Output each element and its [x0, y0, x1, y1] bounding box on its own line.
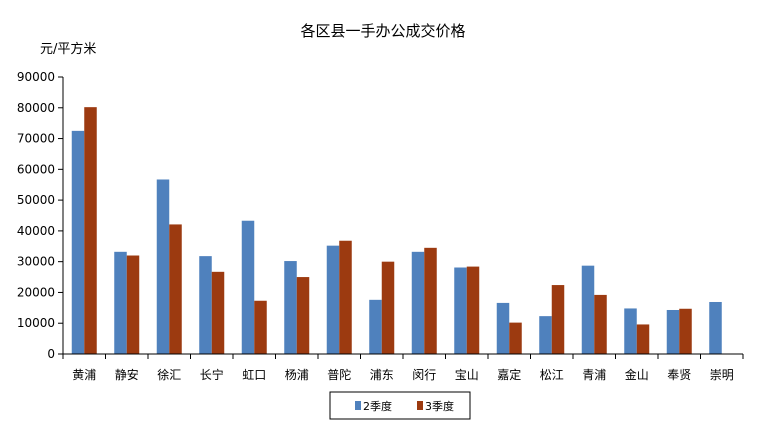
x-category-label: 普陀 — [327, 367, 351, 382]
bar-q2-长宁 — [199, 256, 212, 354]
x-category-label: 嘉定 — [497, 367, 521, 382]
y-tick-label: 70000 — [17, 132, 55, 146]
bar-q2-崇明 — [709, 301, 722, 354]
bar-q3-金山 — [636, 324, 650, 354]
legend: 2季度 3季度 — [329, 391, 471, 420]
x-category-label: 青浦 — [582, 368, 606, 382]
bars — [71, 107, 722, 354]
y-tick-label: 20000 — [17, 285, 55, 299]
bar-q2-青浦 — [581, 265, 595, 354]
y-axis-ticks: 0 10000 20000 30000 40000 50000 60000 70000 8000… — [17, 70, 63, 361]
y-tick-label: 90000 — [17, 70, 55, 84]
bar-q2-嘉定 — [496, 302, 510, 354]
bar-q3-普陀 — [339, 240, 352, 354]
y-axis-unit-label: 元/平方米 — [40, 41, 96, 57]
legend-box — [329, 391, 471, 420]
bar-q2-黄浦 — [71, 130, 85, 354]
x-category-label: 松江 — [540, 368, 564, 382]
chart-title: 各区县一手办公成交价格 — [300, 22, 465, 40]
bar-q3-闵行 — [424, 247, 437, 354]
bar-q3-青浦 — [594, 294, 607, 354]
y-tick-label: 0 — [47, 347, 55, 361]
bar-q3-奉贤 — [679, 308, 692, 354]
bar-q2-徐汇 — [156, 179, 170, 354]
bar-q3-嘉定 — [509, 322, 522, 354]
y-tick-label: 80000 — [17, 101, 55, 115]
y-tick-label: 50000 — [17, 193, 55, 207]
x-category-label: 杨浦 — [285, 367, 309, 382]
bar-q2-虹口 — [241, 220, 255, 354]
x-category-label: 虹口 — [242, 368, 266, 382]
bar-q2-金山 — [624, 308, 637, 354]
bar-q2-闵行 — [411, 251, 425, 354]
bar-q2-宝山 — [454, 267, 467, 354]
bar-q3-杨浦 — [296, 277, 310, 354]
bar-q3-长宁 — [211, 271, 225, 354]
x-category-label: 长宁 — [200, 367, 224, 382]
legend-swatch-q2 — [355, 401, 361, 410]
bar-q2-静安 — [114, 251, 127, 354]
bar-q3-静安 — [126, 255, 140, 354]
x-category-label: 闵行 — [412, 367, 436, 382]
x-category-label: 静安 — [115, 367, 139, 382]
bar-q3-宝山 — [466, 266, 480, 354]
bar-q2-普陀 — [326, 245, 340, 354]
x-category-label: 崇明 — [710, 368, 734, 382]
bar-q3-徐汇 — [169, 224, 182, 354]
legend-label-q2: 2季度 — [363, 399, 392, 413]
bar-q3-黄浦 — [84, 107, 97, 354]
bar-q3-浦东 — [381, 261, 395, 354]
y-tick-label: 30000 — [17, 255, 55, 269]
x-category-label: 宝山 — [455, 368, 479, 382]
legend-label-q3: 3季度 — [425, 399, 454, 413]
x-category-label: 金山 — [625, 367, 649, 382]
x-axis-labels: 黄浦 静安 徐汇 长宁 虹口 杨浦 普陀 浦东 闵行 宝山 嘉定 松江 青浦 金山 奉贤 崇明 — [72, 367, 734, 382]
y-tick-label: 40000 — [17, 224, 55, 238]
legend-swatch-q3 — [417, 401, 423, 410]
bar-q3-松江 — [551, 285, 565, 354]
bar-q3-虹口 — [254, 300, 267, 354]
x-category-label: 浦东 — [370, 368, 394, 382]
x-axis-ticks — [62, 354, 744, 359]
bar-q2-松江 — [539, 316, 552, 354]
x-category-label: 奉贤 — [667, 368, 691, 382]
bar-q2-杨浦 — [284, 261, 297, 354]
bar-q2-奉贤 — [666, 309, 680, 354]
x-category-label: 徐汇 — [157, 367, 181, 382]
y-tick-label: 10000 — [17, 316, 55, 330]
x-category-label: 黄浦 — [72, 368, 96, 382]
bar-q2-浦东 — [369, 299, 382, 354]
y-tick-label: 60000 — [17, 162, 55, 176]
